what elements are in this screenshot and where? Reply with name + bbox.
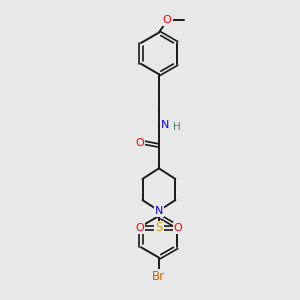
Text: Br: Br <box>152 270 166 283</box>
Text: O: O <box>163 15 172 25</box>
Text: N: N <box>161 120 169 130</box>
Text: O: O <box>135 138 144 148</box>
Text: O: O <box>174 223 182 233</box>
Text: N: N <box>155 206 163 216</box>
Text: S: S <box>155 221 163 234</box>
Text: H: H <box>173 122 181 132</box>
Text: O: O <box>136 223 144 233</box>
